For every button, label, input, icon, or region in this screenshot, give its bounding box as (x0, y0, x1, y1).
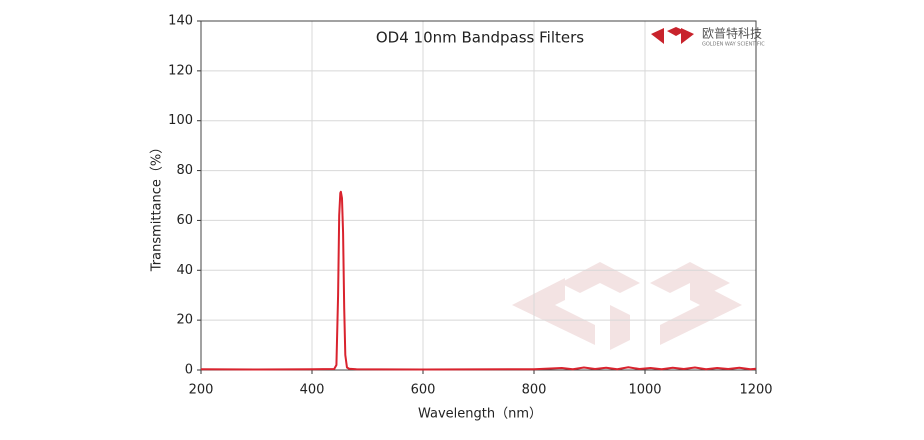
logo-text: 欧普特科技 (702, 26, 762, 41)
logo-subtext: GOLDEN WAY SCIENTIFIC (702, 42, 765, 48)
x-tick-label: 600 (411, 383, 436, 398)
y-tick-label: 20 (176, 313, 193, 328)
y-tick-label: 120 (168, 63, 193, 78)
x-axis-label: Wavelength（nm） (418, 407, 542, 422)
x-tick-label: 800 (522, 383, 547, 398)
y-tick-label: 80 (176, 163, 193, 178)
x-tick-label: 1200 (739, 383, 772, 398)
y-tick-label: 0 (185, 363, 193, 378)
chart-title: OD4 10nm Bandpass Filters (376, 29, 584, 47)
data-line (200, 190, 757, 371)
y-tick-label: 100 (168, 113, 193, 128)
x-tick-label: 200 (189, 383, 214, 398)
y-tick-label: 40 (176, 263, 193, 278)
watermark (512, 262, 742, 350)
y-axis-label: Transmittance（%） (150, 141, 165, 273)
logo: 欧普特科技 GOLDEN WAY SCIENTIFIC (651, 26, 765, 48)
y-tick-label: 60 (176, 213, 193, 228)
x-tick-label: 1000 (628, 383, 661, 398)
y-tick-label: 140 (168, 14, 193, 29)
plot-frame (200, 20, 757, 371)
x-tick-label: 400 (300, 383, 325, 398)
